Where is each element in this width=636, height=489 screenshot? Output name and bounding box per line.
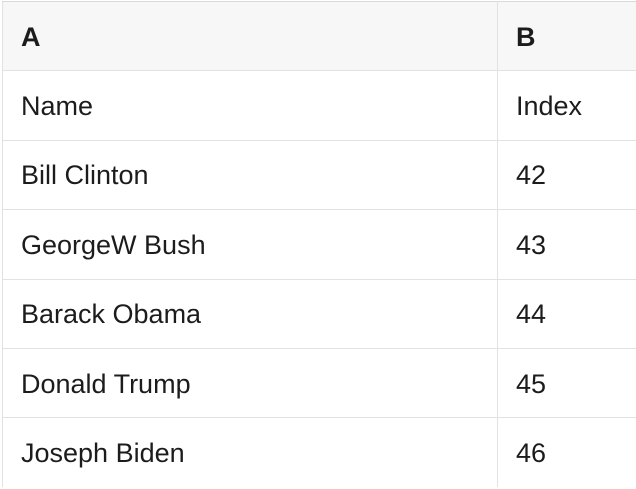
column-header-b[interactable]: B	[497, 0, 636, 72]
cell-a2[interactable]: Bill Clinton	[2, 139, 498, 211]
column-header-row: A B	[2, 0, 636, 72]
cell-b5[interactable]: 45	[497, 347, 636, 419]
cell-a4[interactable]: Barack Obama	[2, 278, 498, 349]
table-row: Donald Trump 45	[2, 347, 636, 419]
column-header-a[interactable]: A	[2, 0, 498, 72]
cell-b2[interactable]: 42	[497, 139, 636, 211]
table-row: Name Index	[2, 70, 636, 141]
cell-b6[interactable]: 46	[497, 417, 636, 488]
cell-b4[interactable]: 44	[497, 278, 636, 349]
cell-a3[interactable]: GeorgeW Bush	[2, 209, 498, 280]
table-row: Bill Clinton 42	[2, 139, 636, 211]
cell-b3[interactable]: 43	[497, 209, 636, 280]
table-row: GeorgeW Bush 43	[2, 209, 636, 280]
table-row: Barack Obama 44	[2, 278, 636, 349]
cell-a6[interactable]: Joseph Biden	[2, 417, 498, 488]
cell-a5[interactable]: Donald Trump	[2, 347, 498, 419]
table-row: Joseph Biden 46	[2, 417, 636, 488]
cell-b1[interactable]: Index	[497, 70, 636, 141]
cell-a1[interactable]: Name	[2, 70, 498, 141]
